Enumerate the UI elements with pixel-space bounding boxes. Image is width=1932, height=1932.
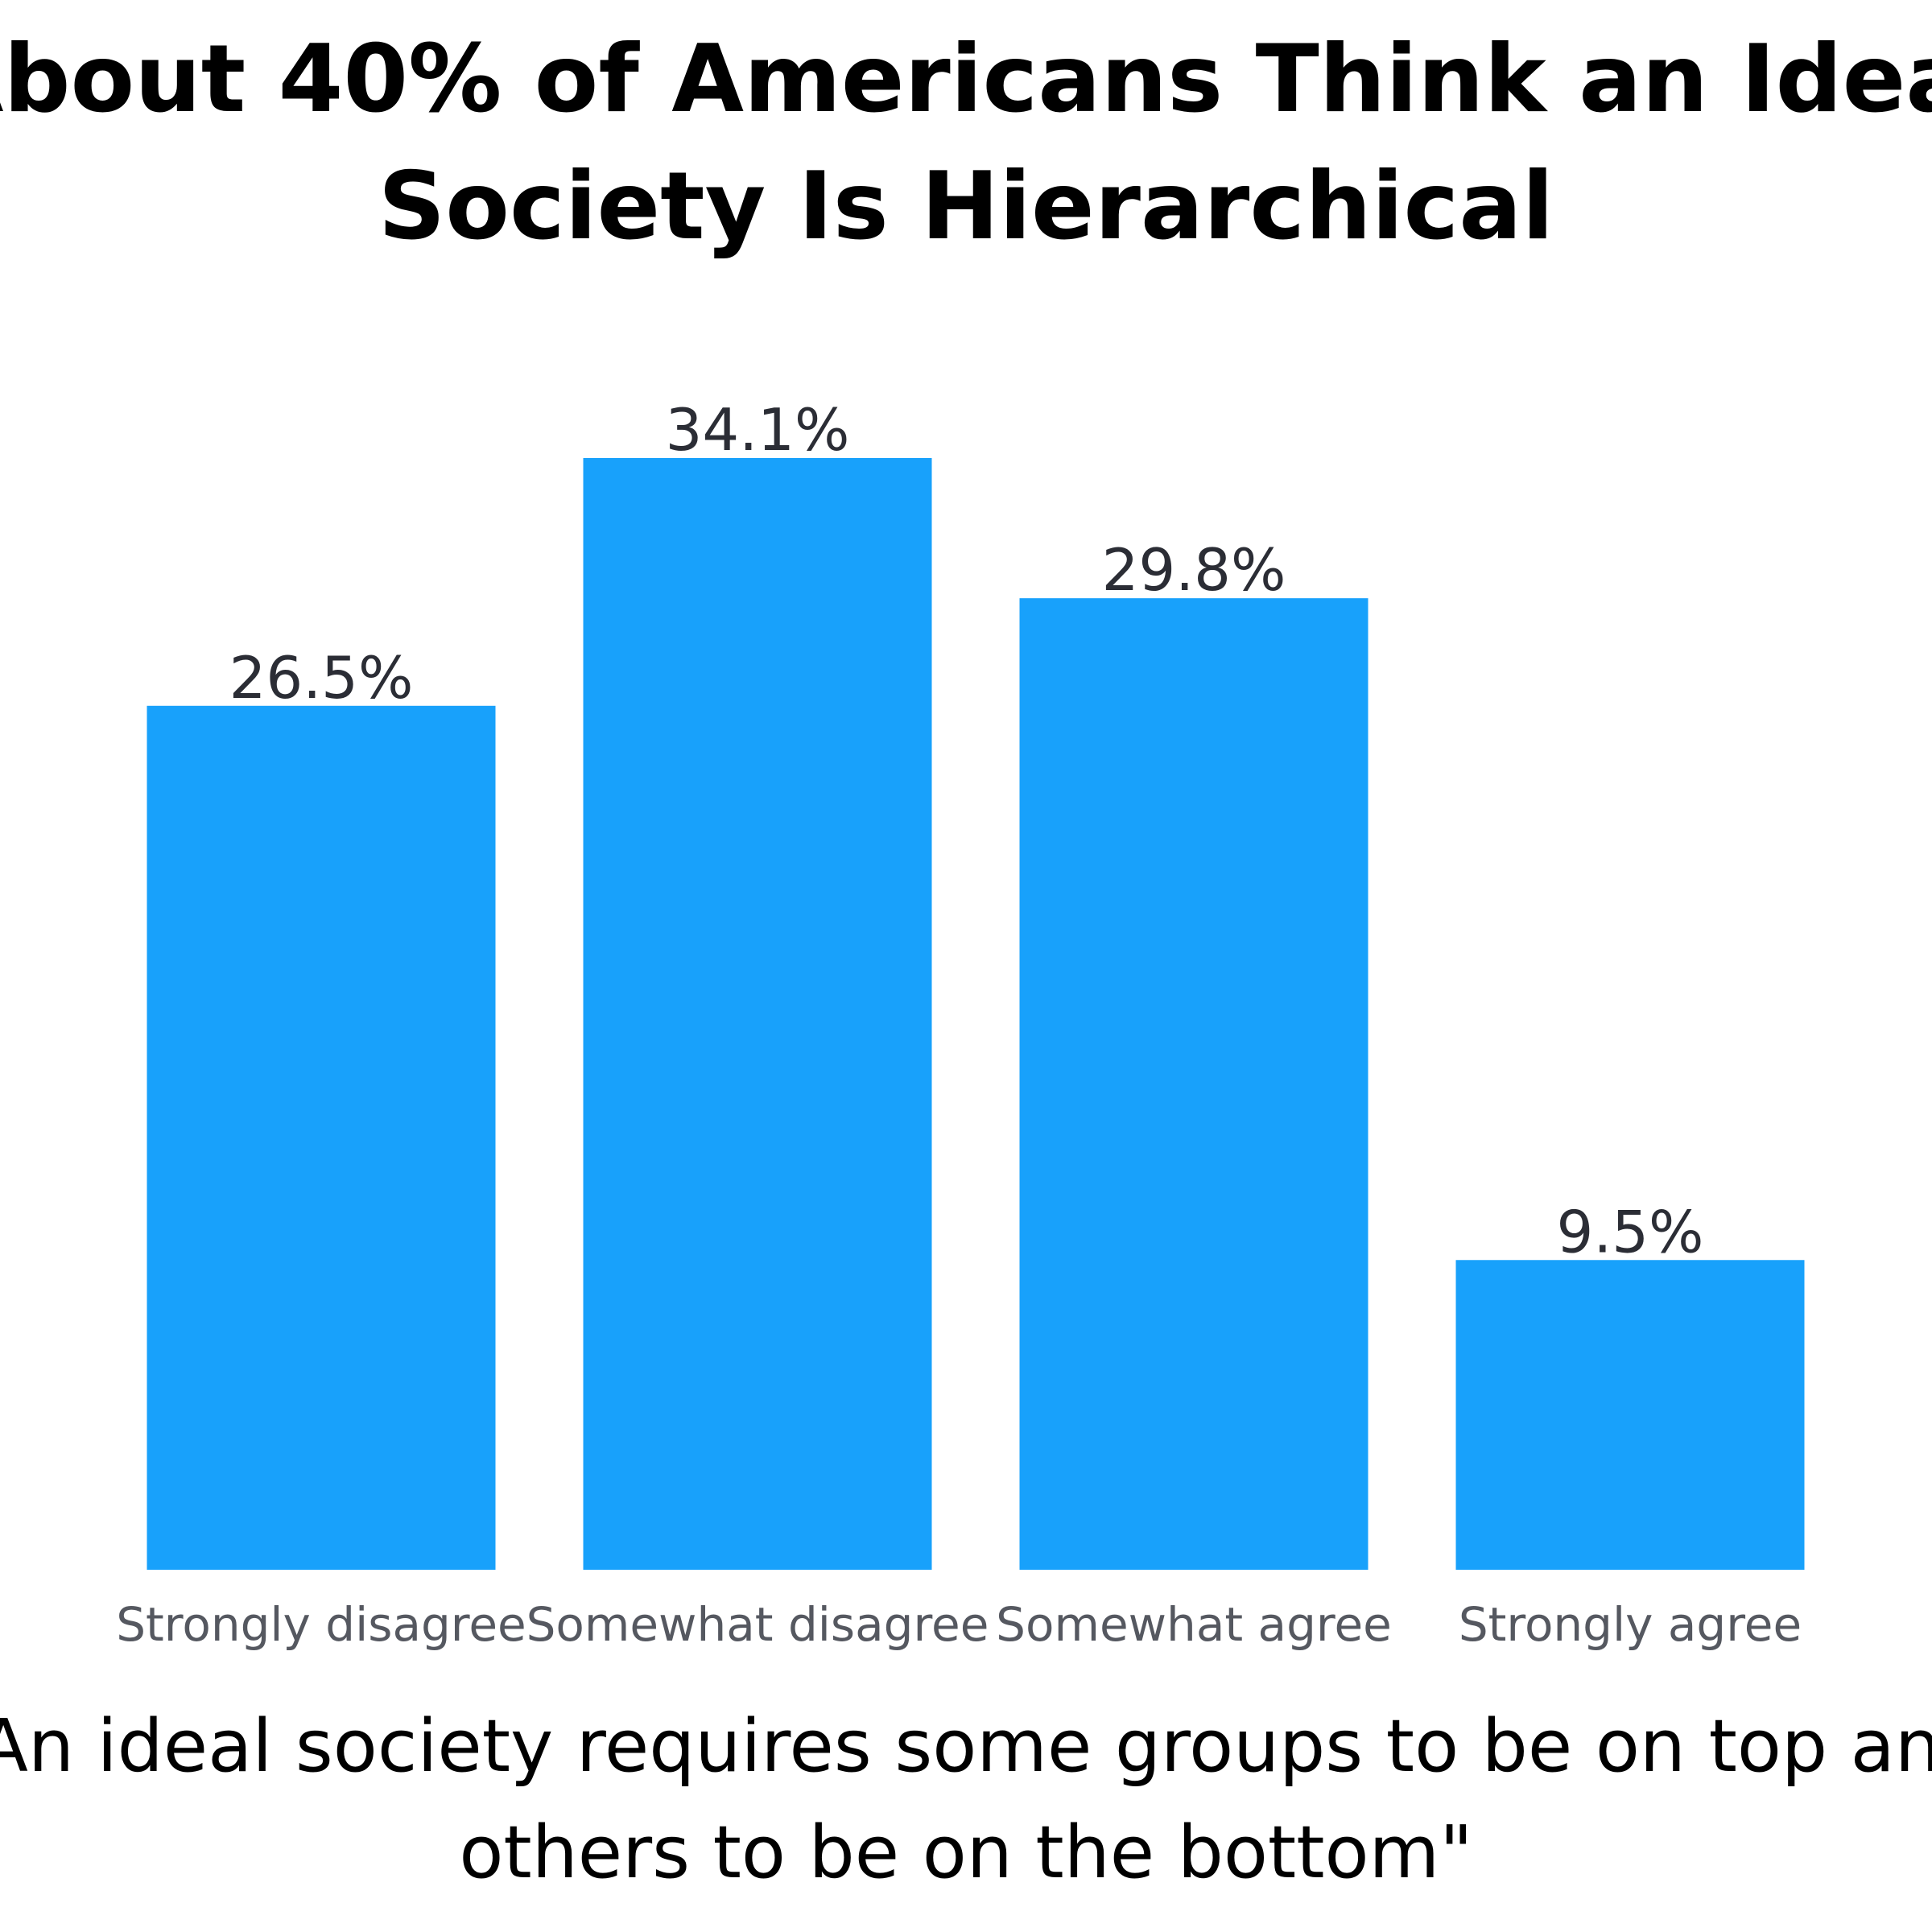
bar [147, 705, 496, 1571]
x-tick-label: Strongly agree [1459, 1597, 1802, 1652]
value-label-group: 26.5% 34.1% 29.8% 9.5% [229, 396, 1704, 1265]
x-tick-label: Somewhat agree [996, 1597, 1392, 1652]
x-tick-label-group: Strongly disagree Somewhat disagree Somewh… [116, 1597, 1802, 1652]
x-tick-label: Strongly disagree [116, 1597, 526, 1652]
x-axis-label-line-2: others to be on the bottom" [459, 1810, 1472, 1895]
x-tick-label: Somewhat disagree [526, 1597, 989, 1652]
bar-value-label: 29.8% [1102, 536, 1286, 604]
bar [1455, 1260, 1805, 1570]
bar-value-label: 9.5% [1557, 1198, 1704, 1265]
x-axis-label-line-1: "An ideal society requires some groups t… [0, 1704, 1932, 1789]
x-axis-label: "An ideal society requires some groups t… [0, 1704, 1932, 1895]
chart-title: About 40% of Americans Think an Ideal So… [0, 25, 1932, 261]
bar [583, 458, 932, 1570]
chart-title-line-1: About 40% of Americans Think an Ideal [0, 25, 1932, 134]
chart-title-line-2: Society Is Hierarchical [378, 152, 1554, 261]
bar-value-label: 34.1% [666, 396, 850, 464]
bar-value-label: 26.5% [229, 644, 414, 712]
bar [1019, 598, 1368, 1570]
bar-group [147, 458, 1805, 1571]
